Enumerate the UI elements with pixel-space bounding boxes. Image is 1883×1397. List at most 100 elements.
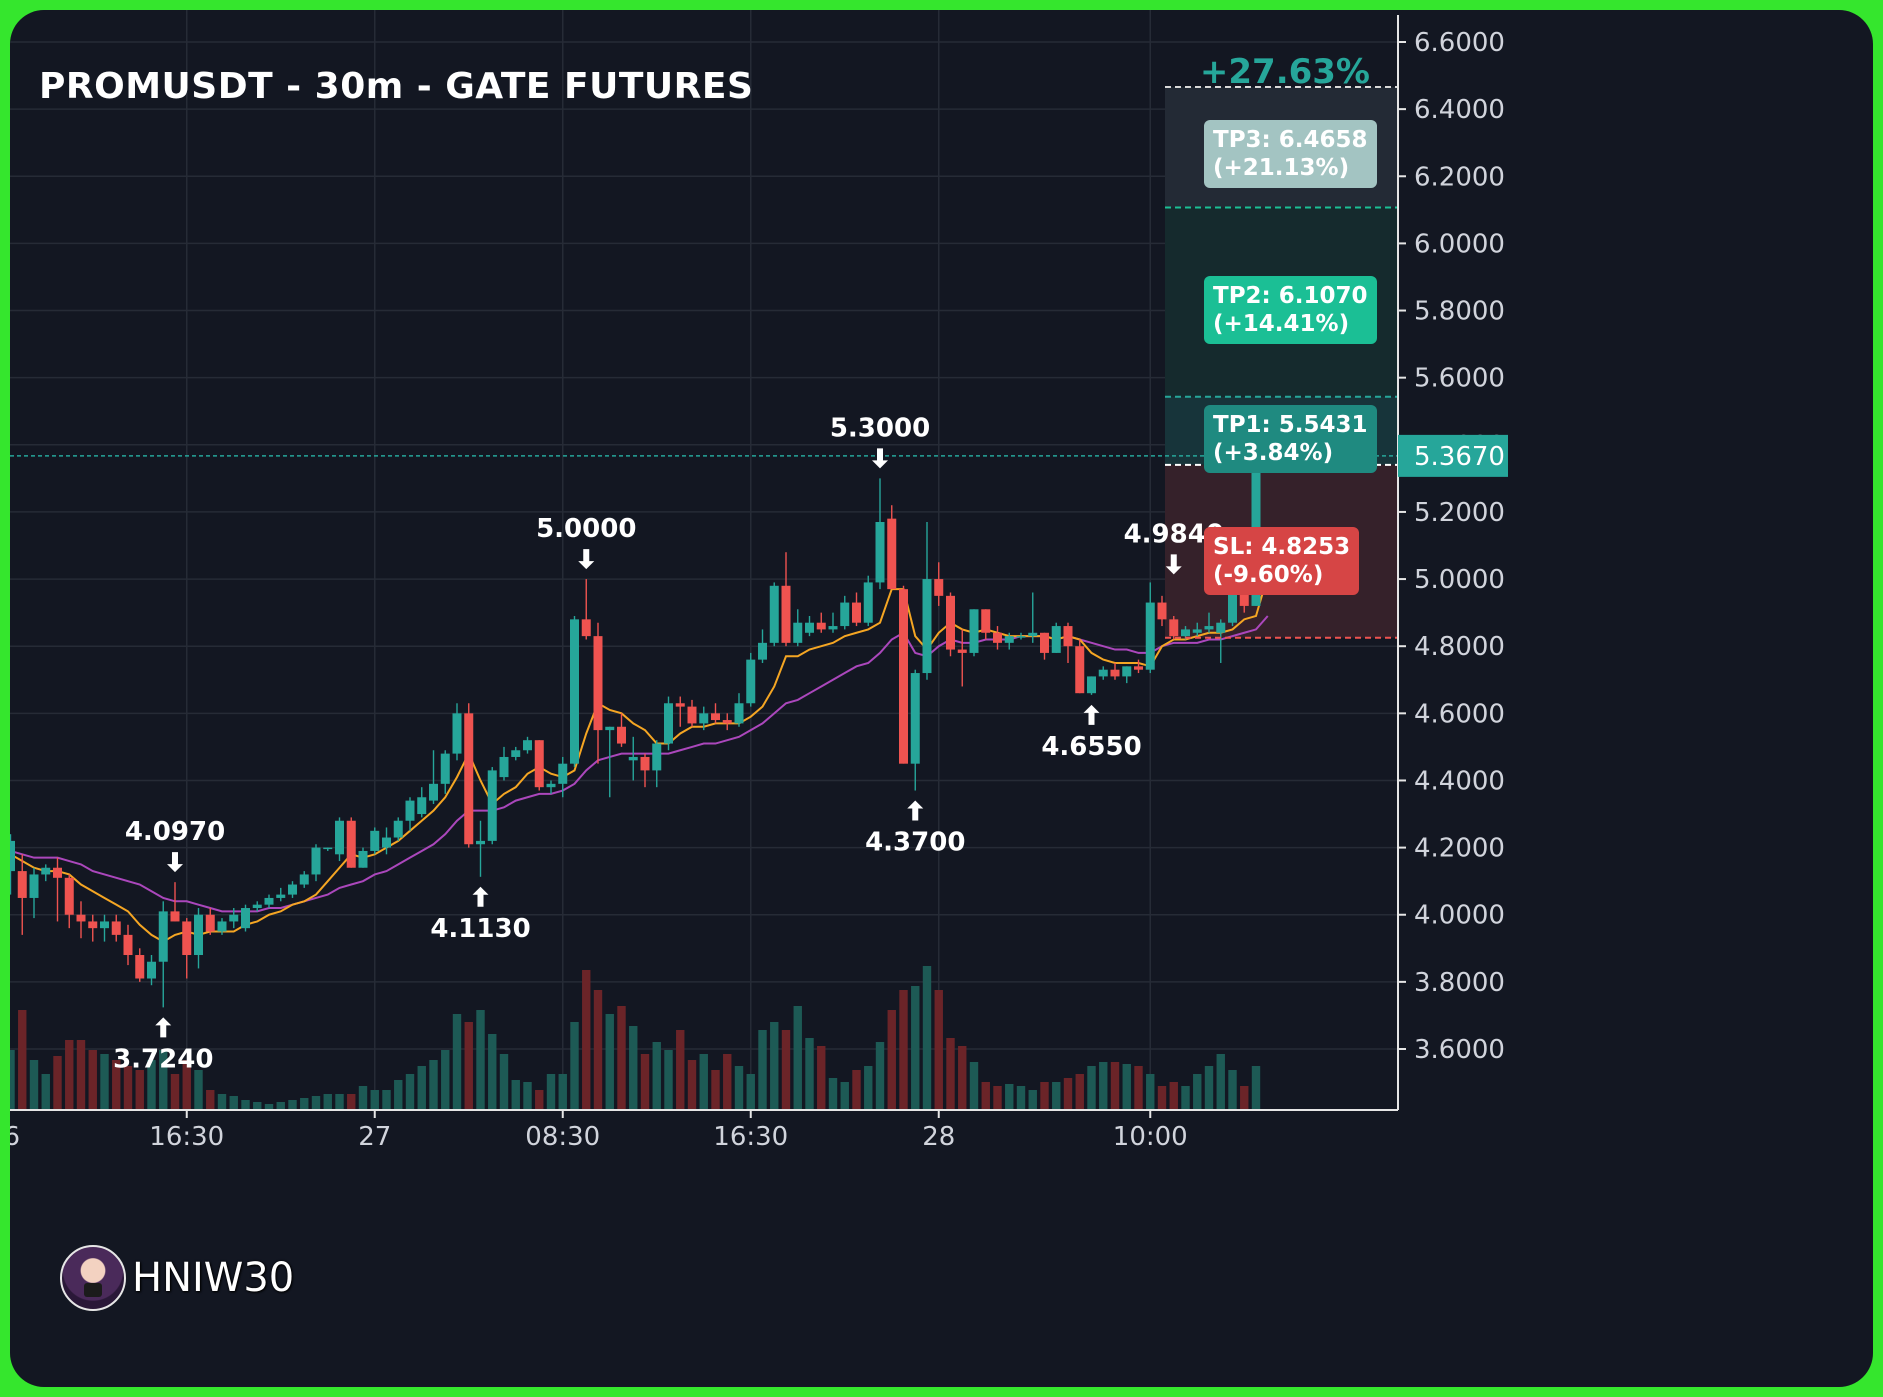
volume-bar xyxy=(734,1066,744,1110)
candle-up xyxy=(100,921,109,929)
candle-up xyxy=(910,673,920,764)
candle-up xyxy=(805,622,814,633)
volume-bar xyxy=(206,1090,215,1110)
volume-bar xyxy=(899,990,908,1110)
y-tick-label: 4.6000 xyxy=(1414,699,1505,729)
pivot-arrow-icon xyxy=(907,800,924,821)
candle-up xyxy=(652,743,662,771)
pivot-value: 3.7240 xyxy=(113,1044,213,1074)
volume-bar xyxy=(582,970,591,1110)
volume-bar xyxy=(170,1074,180,1110)
volume-bar xyxy=(1063,1078,1073,1110)
volume-bar xyxy=(1216,1054,1225,1110)
avatar xyxy=(60,1245,126,1311)
candle-up xyxy=(276,894,286,898)
volume-bar xyxy=(934,990,943,1110)
volume-bar xyxy=(664,1050,673,1110)
y-tick-label: 5.8000 xyxy=(1414,297,1505,327)
volume-bar xyxy=(593,990,603,1110)
volume-bar xyxy=(429,1060,438,1110)
candle-up xyxy=(1192,629,1202,633)
profit-percent-label: +27.63% xyxy=(1200,52,1370,92)
volume-bar xyxy=(1157,1086,1167,1110)
candle-down xyxy=(581,619,591,637)
volume-bar xyxy=(875,1042,885,1110)
pivot-arrow-icon xyxy=(472,886,489,907)
candle-up xyxy=(358,850,368,868)
y-tick-label: 6.0000 xyxy=(1414,229,1505,259)
candle-down xyxy=(899,589,908,764)
volume-bar xyxy=(1122,1064,1131,1110)
volume-bar xyxy=(100,1054,109,1110)
tp3-label: TP3: 6.4658 (+21.13%) xyxy=(1204,120,1377,188)
volume-bar xyxy=(464,1022,473,1110)
candle-down xyxy=(534,740,544,788)
candle-up xyxy=(746,659,756,704)
x-tick-label: 28 xyxy=(922,1122,955,1152)
volume-bar xyxy=(499,1054,509,1110)
candle-down xyxy=(781,585,791,643)
volume-bar xyxy=(640,1054,650,1110)
pivot-value: 4.3700 xyxy=(865,828,965,858)
volume-bar xyxy=(840,1082,849,1110)
pivot-label-high: 5.3000 xyxy=(830,413,930,469)
volume-bar xyxy=(746,1074,755,1110)
x-tick-label: 26 xyxy=(10,1122,20,1152)
candle-down xyxy=(993,632,1002,643)
candle-down xyxy=(205,914,215,932)
last-price-value: 5.3670 xyxy=(1414,442,1505,472)
candle-up xyxy=(147,961,156,979)
candle-up xyxy=(1028,632,1038,637)
volume-bar xyxy=(88,1050,97,1110)
y-tick-label: 3.8000 xyxy=(1414,968,1505,998)
volume-bar xyxy=(1146,1074,1155,1110)
candle-up xyxy=(758,642,767,660)
pivot-label-low: 4.6550 xyxy=(1041,704,1142,762)
candle-down xyxy=(593,636,603,731)
volume-bar xyxy=(699,1054,708,1110)
y-tick-label: 5.6000 xyxy=(1414,364,1505,394)
volume-bar xyxy=(511,1080,520,1110)
volume-bar xyxy=(476,1010,485,1110)
candle-up xyxy=(875,522,885,583)
volume-bar xyxy=(53,1056,62,1110)
volume-bar xyxy=(1181,1086,1190,1110)
candle-down xyxy=(76,914,86,922)
candle-up xyxy=(1228,585,1237,623)
volume-bar xyxy=(1040,1082,1049,1110)
pivot-arrow-icon xyxy=(1165,554,1182,575)
pivot-label-high: 5.0000 xyxy=(536,514,636,570)
volume-bar xyxy=(123,1066,133,1110)
volume-bar xyxy=(770,1022,779,1110)
watermark: HNIW30 xyxy=(60,1245,294,1311)
candle-up xyxy=(158,911,168,962)
volume-bar xyxy=(441,1050,450,1110)
volume-bar xyxy=(1028,1090,1037,1110)
candle-down xyxy=(64,877,74,915)
candle-up xyxy=(405,800,415,821)
candle-up xyxy=(769,585,779,643)
candle-down xyxy=(111,921,121,935)
volume-bar xyxy=(1228,1070,1237,1110)
volume-bar xyxy=(629,1026,638,1110)
y-tick-label: 4.2000 xyxy=(1414,834,1505,864)
chart-panel[interactable]: +27.63% 4.0970 3.7240 4.1130 5.0000 5.3000 4.3… xyxy=(10,10,1873,1387)
x-tick-label: 10:00 xyxy=(1113,1122,1188,1152)
y-tick-label: 5.0000 xyxy=(1414,565,1505,595)
candle-up xyxy=(499,756,509,778)
y-tick-label: 5.2000 xyxy=(1414,498,1505,528)
candle-up xyxy=(793,622,803,643)
x-tick-label: 16:30 xyxy=(149,1122,224,1152)
candle-up xyxy=(323,847,333,850)
candle-up xyxy=(1181,629,1190,637)
candle-up xyxy=(252,904,262,909)
volume-bar xyxy=(335,1094,344,1110)
volume-bar xyxy=(535,1090,544,1110)
volume-bar xyxy=(147,1060,156,1110)
candle-up xyxy=(1204,626,1214,630)
y-tick-label: 4.4000 xyxy=(1414,766,1505,796)
candle-up xyxy=(840,602,850,627)
volume-bar xyxy=(805,1038,814,1110)
candle-up xyxy=(299,874,309,885)
candlestick-chart[interactable]: +27.63% 4.0970 3.7240 4.1130 5.0000 5.3000 4.3… xyxy=(10,10,1873,1387)
